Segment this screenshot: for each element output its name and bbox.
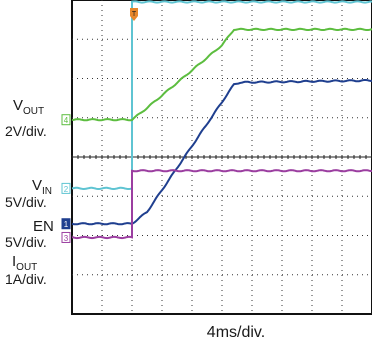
vin-label-main: V	[32, 177, 42, 194]
en-label: EN 5V/div.	[5, 218, 54, 250]
trigger-marker: T	[130, 8, 138, 21]
en-label-main: EN	[33, 218, 54, 235]
vin-scale: 5V/div.	[5, 194, 47, 210]
trigger-marker-letter: T	[132, 11, 137, 18]
iout-scale: 1A/div.	[5, 271, 47, 287]
iout-label-sub: OUT	[16, 262, 37, 273]
trace-en	[71, 169, 372, 240]
channel-marker-number: 1	[64, 220, 69, 229]
iout-label: IOUT 1A/div.	[5, 253, 47, 287]
channel-marker-3: 3	[61, 231, 71, 243]
channel-marker-number: 2	[64, 185, 69, 194]
channel-marker-2: 2	[61, 182, 71, 194]
channel-marker-4: 4	[61, 114, 71, 126]
time-per-division-label: 4ms/div.	[207, 324, 265, 341]
channel-marker-box	[61, 231, 71, 243]
trace-vout	[71, 79, 372, 226]
vin-label-sub: IN	[42, 186, 52, 197]
trigger-marker-icon	[130, 8, 138, 21]
channel-marker-box	[61, 182, 71, 194]
channel-marker-number: 4	[64, 116, 69, 125]
channel-marker-box	[61, 114, 71, 126]
svg-text:IOUT: IOUT	[12, 253, 37, 273]
channel-separator-line	[71, 155, 372, 159]
vout-label: VOUT 2V/div.	[5, 97, 47, 139]
iout-label-main: I	[12, 253, 16, 270]
vin-label: VIN 5V/div.	[5, 177, 52, 210]
vout-label-sub: OUT	[23, 106, 44, 117]
plot-grid	[72, 0, 372, 314]
channel-marker-1: 1	[61, 218, 71, 230]
vout-scale: 2V/div.	[5, 123, 47, 139]
channel-marker-group: 1 2 3 4	[61, 114, 71, 243]
trace-vin	[71, 0, 372, 190]
vout-label-main: V	[13, 97, 23, 114]
trace-iout	[71, 27, 372, 122]
svg-text:VOUT: VOUT	[13, 97, 44, 117]
svg-text:VIN: VIN	[32, 177, 52, 197]
channel-marker-box	[61, 218, 71, 230]
channel-marker-number: 3	[64, 234, 69, 243]
trace-group	[71, 0, 372, 240]
en-scale: 5V/div.	[5, 234, 47, 250]
